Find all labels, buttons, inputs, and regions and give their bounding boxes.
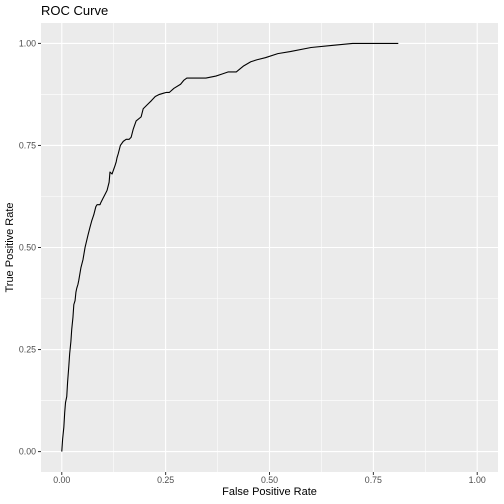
x-axis: 0.00 0.25 0.50 0.75 1.00 (53, 472, 486, 485)
y-tick-label: 0.50 (19, 243, 36, 253)
y-tick-label: 0.75 (19, 140, 36, 150)
grid-lines (41, 23, 498, 472)
x-tick-label: 0.50 (261, 475, 278, 485)
x-tick-label: 0.75 (365, 475, 382, 485)
x-tick-label: 0.25 (157, 475, 174, 485)
series-group (61, 42, 399, 452)
chart-title: ROC Curve (41, 3, 108, 18)
x-tick-label: 0.00 (53, 475, 70, 485)
x-axis-title: False Positive Rate (222, 486, 317, 498)
y-tick-label: 0.00 (19, 447, 36, 457)
y-axis-title: True Positive Rate (4, 202, 16, 292)
x-tick-label: 1.00 (469, 475, 486, 485)
y-tick-label: 0.25 (19, 345, 36, 355)
y-tick-label: 1.00 (19, 38, 36, 48)
y-axis: 0.00 0.25 0.50 0.75 1.00 (19, 38, 41, 457)
roc-curve-line (61, 42, 399, 452)
